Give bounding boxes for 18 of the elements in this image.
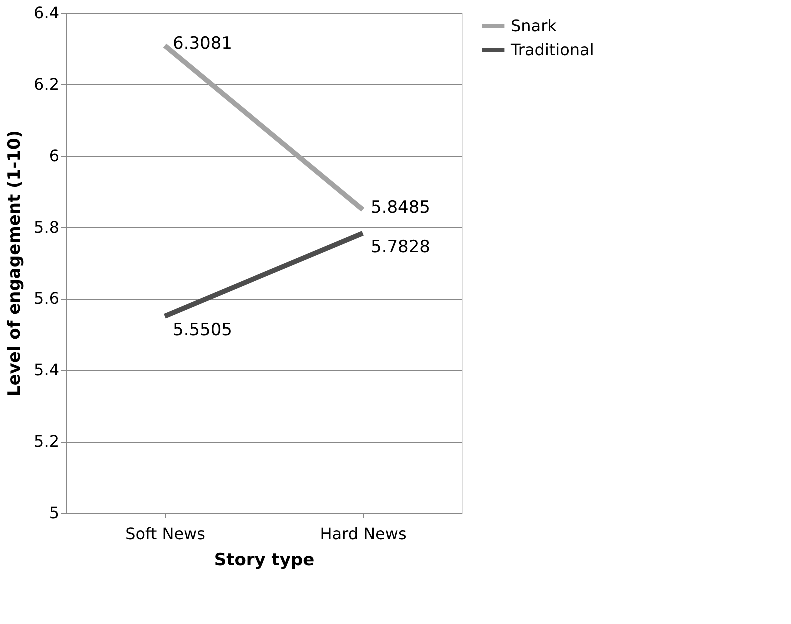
x-tick-label: Hard News [320, 524, 407, 544]
data-label: 5.8485 [371, 198, 430, 218]
legend-label: Snark [511, 16, 558, 36]
y-axis-title: Level of engagement (1-10) [5, 130, 26, 397]
y-tick-label: 5 [49, 504, 60, 522]
data-label: 6.3081 [173, 34, 232, 54]
y-tick-label: 5.2 [34, 432, 60, 452]
legend-label: Traditional [510, 40, 594, 60]
x-axis-title: Story type [214, 550, 315, 570]
y-tick-label: 6.2 [34, 74, 60, 94]
y-tick-label: 5.4 [34, 360, 60, 380]
y-tick-label: 5.6 [34, 289, 60, 308]
y-tick-label: 5.8 [34, 218, 60, 237]
x-tick-label: Soft News [126, 524, 206, 544]
y-tick-label: 6 [49, 146, 60, 166]
y-tick-label: 6.4 [34, 4, 60, 22]
data-label: 5.7828 [371, 237, 430, 258]
data-label: 5.5505 [173, 320, 232, 340]
